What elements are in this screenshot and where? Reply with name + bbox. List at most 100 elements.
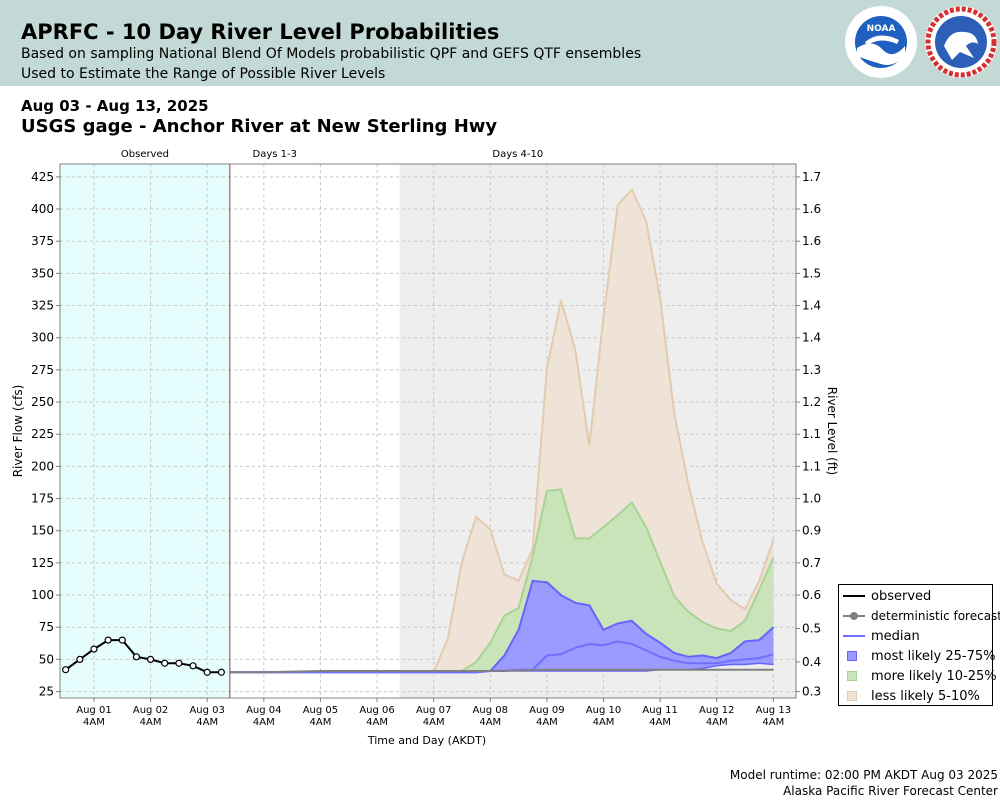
y-tick-label: 25: [39, 685, 54, 699]
y2-tick-label: 0.5: [802, 622, 821, 636]
legend-symbol-less: [843, 691, 865, 701]
legend-symbol-observed: [843, 591, 865, 601]
observed-point: [146, 655, 155, 663]
header-banner: APRFC - 10 Day River Level Probabilities…: [0, 0, 1000, 86]
less-likely-line: [229, 187, 775, 674]
y-tick-label: 250: [31, 395, 54, 409]
y-tick-label: 125: [31, 556, 54, 570]
legend-symbol-more: [843, 671, 865, 681]
x-tick-label: Aug 12: [699, 705, 734, 716]
observed-point: [104, 636, 112, 644]
deterministic-line: [229, 668, 774, 674]
x-tick-sublabel: 4AM: [423, 717, 445, 728]
legend-item-most: most likely 25-75%: [843, 647, 995, 665]
observed-point: [90, 645, 98, 653]
x-tick-label: Aug 04: [246, 705, 281, 716]
x-tick-label: Aug 01: [76, 705, 111, 716]
x-tick-sublabel: 4AM: [366, 717, 388, 728]
x-tick-label: Aug 13: [756, 705, 791, 716]
legend-symbol-deterministic: [843, 611, 865, 621]
observed-point: [203, 668, 211, 676]
plot-frame: [59, 163, 797, 699]
y-tick-label: 50: [39, 652, 54, 666]
noaa-logo-text: NOAA: [867, 24, 896, 34]
legend-label: less likely 5-10%: [871, 688, 980, 704]
x-tick-label: Aug 10: [586, 705, 621, 716]
median-line: [229, 640, 774, 674]
legend-item-less: less likely 5-10%: [843, 687, 980, 705]
y-tick-label: 100: [31, 588, 54, 602]
y-tick-label: 325: [31, 299, 54, 313]
x-tick-label: Aug 06: [359, 705, 394, 716]
y-tick-label: 400: [31, 202, 54, 216]
legend-symbol-median: [843, 631, 865, 641]
y2-tick-label: 1.0: [802, 492, 821, 506]
y2-tick-label: 1.1: [802, 459, 821, 473]
x-tick-label: Aug 02: [133, 705, 168, 716]
legend-symbol-most: [843, 651, 865, 661]
x-tick-label: Aug 11: [642, 705, 677, 716]
more-likely-line: [229, 488, 775, 674]
y-tick-label: 175: [31, 492, 54, 506]
y2-tick-label: 1.4: [802, 331, 821, 345]
y-tick-label: 75: [39, 620, 54, 634]
x-tick-sublabel: 4AM: [706, 717, 728, 728]
x-tick-sublabel: 4AM: [196, 717, 218, 728]
model-runtime: Model runtime: 02:00 PM AKDT Aug 03 2025: [729, 768, 998, 782]
y-axis-title-right: River Level (ft): [825, 387, 839, 475]
x-tick-sublabel: 4AM: [593, 717, 615, 728]
y2-tick-label: 0.9: [802, 524, 821, 538]
x-tick-sublabel: 4AM: [762, 717, 784, 728]
y2-tick-label: 1.1: [802, 427, 821, 441]
x-tick-label: Aug 03: [189, 705, 224, 716]
x-tick-label: Aug 07: [416, 705, 451, 716]
legend-item-deterministic: deterministic forecast: [843, 607, 1000, 625]
observed-point: [189, 662, 197, 670]
legend-label: median: [871, 628, 920, 644]
y-tick-label: 200: [31, 459, 54, 473]
y-tick-label: 300: [31, 331, 54, 345]
y-tick-label: 150: [31, 524, 54, 538]
x-tick-sublabel: 4AM: [479, 717, 501, 728]
legend-label: deterministic forecast: [871, 609, 1000, 623]
observed-point: [132, 653, 141, 661]
x-axis-title: Time and Day (AKDT): [367, 734, 486, 747]
most-likely-area: [229, 580, 774, 673]
observed-point: [76, 655, 84, 663]
x-tick-sublabel: 4AM: [140, 717, 162, 728]
gage-name: USGS gage - Anchor River at New Sterling…: [21, 116, 498, 137]
y2-tick-label: 1.5: [802, 266, 821, 280]
y2-tick-label: 1.6: [802, 234, 821, 248]
y2-tick-label: 0.4: [802, 655, 821, 669]
x-tick-sublabel: 4AM: [649, 717, 671, 728]
section-label: Days 4-10: [492, 149, 543, 160]
section-label: Observed: [121, 149, 169, 160]
river-probability-chart: Observed Days 1-3 Days 4-10 25 50 75 100 125 150…: [11, 149, 839, 747]
section-bg: [229, 164, 400, 698]
y-axis-title-left: River Flow (cfs): [11, 385, 25, 478]
legend-label: most likely 25-75%: [871, 648, 996, 664]
x-tick-label: Aug 05: [303, 705, 338, 716]
x-tick-label: Aug 09: [529, 705, 564, 716]
y-tick-label: 225: [31, 427, 54, 441]
y-tick-label: 425: [31, 170, 54, 184]
y-tick-label: 275: [31, 363, 54, 377]
noaa-logo-icon: NOAA: [845, 6, 917, 78]
x-tick-sublabel: 4AM: [83, 717, 105, 728]
x-tick-sublabel: 4AM: [310, 717, 332, 728]
subtitle-2: Used to Estimate the Range of Possible R…: [21, 66, 386, 82]
y2-tick-label: 1.6: [802, 202, 821, 216]
y2-tick-label: 1.4: [802, 299, 821, 313]
observed-point: [175, 659, 183, 667]
y2-tick-label: 0.7: [802, 556, 821, 570]
nws-logo-icon: [925, 6, 997, 78]
y2-tick-label: 0.6: [802, 588, 821, 602]
y2-tick-label: 1.2: [802, 395, 821, 409]
page-title: APRFC - 10 Day River Level Probabilities: [21, 20, 500, 44]
section-bg: [60, 164, 230, 698]
observed-point: [62, 666, 70, 674]
section-label: Days 1-3: [253, 149, 297, 160]
y2-tick-label: 1.3: [802, 363, 821, 377]
legend-item-more: more likely 10-25%: [843, 667, 997, 685]
observed-point: [161, 659, 169, 667]
